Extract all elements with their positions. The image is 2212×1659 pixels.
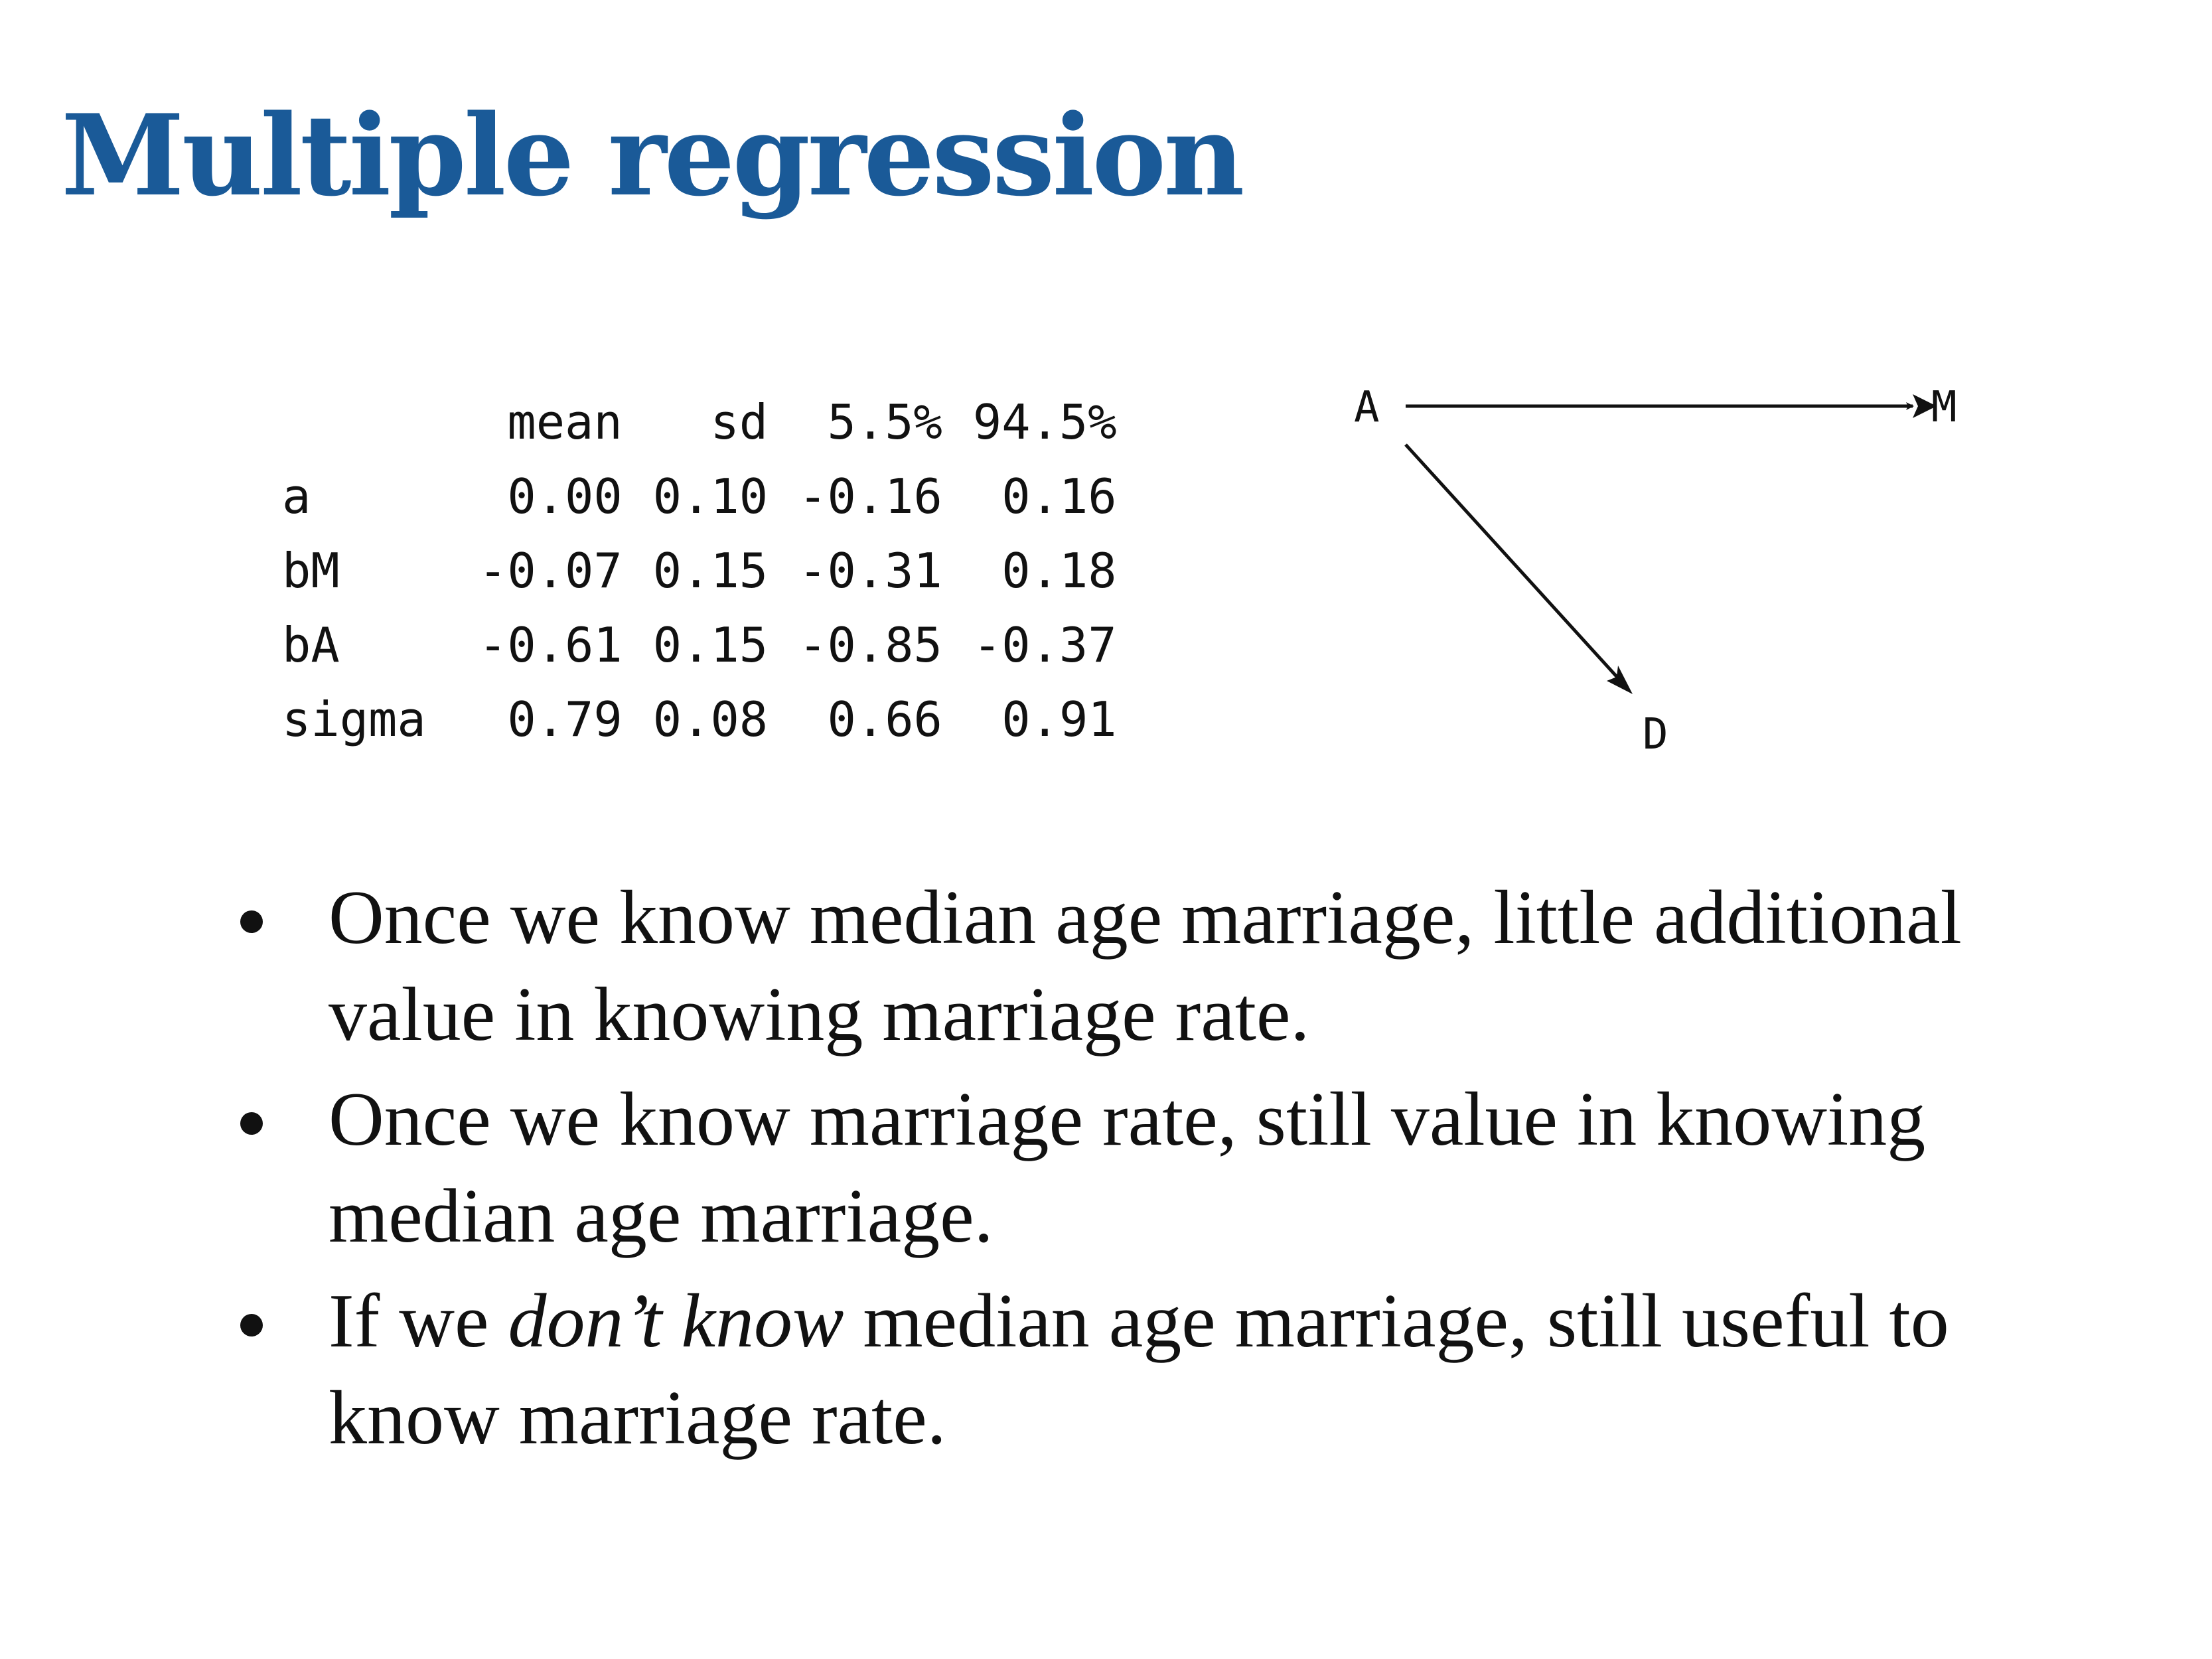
bullet-text: Once we know median age marriage, little…	[329, 875, 1962, 1057]
bullet-list: Once we know median age marriage, little…	[232, 869, 2024, 1475]
bullet-text: Once we know marriage rate, still value …	[329, 1077, 1926, 1259]
table-row: a 0.00 0.10 -0.16 0.16	[282, 459, 1117, 534]
precis-table: mean sd 5.5% 94.5% a 0.00 0.10 -0.16 0.1…	[282, 385, 1117, 757]
bullet-dot-icon	[240, 910, 263, 933]
row-name: bA	[282, 617, 340, 673]
row-name: bM	[282, 543, 340, 599]
cell-mean: -0.61	[479, 617, 623, 673]
bullet-item: Once we know median age marriage, little…	[232, 869, 2024, 1063]
cell-lower: -0.31	[798, 543, 942, 599]
cell-sd: 0.15	[652, 617, 769, 673]
row-name: a	[282, 469, 311, 524]
column-header-sd: sd	[710, 394, 769, 450]
bullet-item: Once we know marriage rate, still value …	[232, 1071, 2024, 1265]
cell-mean: 0.79	[507, 691, 623, 747]
dag-edge-a-to-d	[1404, 443, 1621, 681]
column-header-mean: mean	[507, 394, 623, 450]
precis-header-row: mean sd 5.5% 94.5%	[282, 385, 1117, 459]
dag-node-m: M	[1931, 383, 1957, 432]
table-row: bM -0.07 0.15 -0.31 0.18	[282, 534, 1117, 608]
column-header-upper: 94.5%	[972, 394, 1117, 450]
cell-upper: 0.91	[1001, 691, 1117, 747]
cell-lower: -0.85	[798, 617, 942, 673]
cell-mean: -0.07	[479, 543, 623, 599]
cell-upper: -0.37	[972, 617, 1117, 673]
bullet-dot-icon	[240, 1314, 263, 1336]
cell-upper: 0.16	[1001, 469, 1117, 524]
bullet-dot-icon	[240, 1112, 263, 1135]
cell-sd: 0.15	[652, 543, 769, 599]
bullet-text: If we	[329, 1279, 508, 1364]
cell-sd: 0.10	[652, 469, 769, 524]
dag-node-a: A	[1354, 383, 1380, 432]
cell-lower: 0.66	[827, 691, 942, 747]
dag-arrowhead-m	[1913, 394, 1937, 418]
dag-node-d: D	[1643, 710, 1668, 759]
column-header-lower: 5.5%	[827, 394, 942, 450]
table-row: sigma 0.79 0.08 0.66 0.91	[282, 682, 1117, 757]
slide-title: Multiple regression	[61, 90, 1244, 221]
table-row: bA -0.61 0.15 -0.85 -0.37	[282, 608, 1117, 682]
row-name: sigma	[282, 691, 426, 747]
cell-sd: 0.08	[652, 691, 769, 747]
cell-mean: 0.00	[507, 469, 623, 524]
bullet-text: median age marriage, still useful to kno…	[329, 1279, 1949, 1461]
bullet-emphasis: don’t know	[508, 1279, 844, 1364]
cell-lower: -0.16	[798, 469, 942, 524]
bullet-item: If we don’t know median age marriage, st…	[232, 1273, 2024, 1467]
cell-upper: 0.18	[1001, 543, 1117, 599]
dag-arrowhead-d	[1607, 666, 1633, 694]
